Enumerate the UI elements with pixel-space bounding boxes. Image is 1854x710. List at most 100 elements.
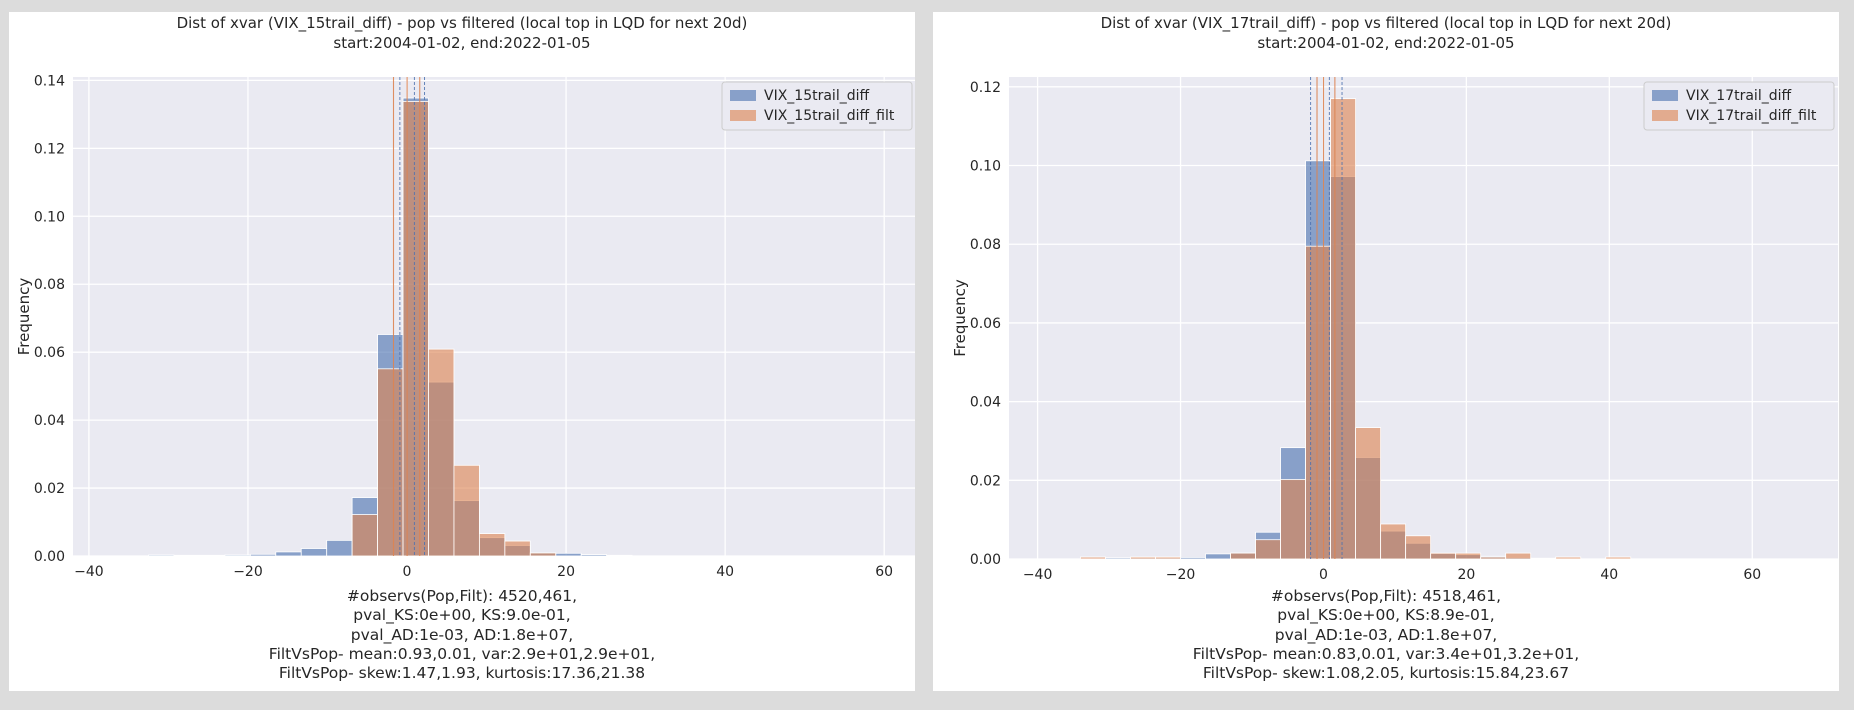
histogram-bar-filtered bbox=[1480, 556, 1507, 560]
stats-line: FiltVsPop- skew:1.47,1.93, kurtosis:17.3… bbox=[278, 664, 646, 683]
histogram-bar-population bbox=[224, 554, 251, 557]
histogram-bar-filtered bbox=[529, 552, 557, 557]
y-tick-label: 0.00 bbox=[970, 552, 1001, 568]
legend: VIX_17trail_diff VIX_17trail_diff_filt bbox=[1643, 81, 1835, 131]
chart-subtitle: start:2004-01-02, end:2022-01-05 bbox=[333, 34, 591, 52]
x-tick-label: 40 bbox=[716, 564, 734, 580]
histogram-bar-filtered bbox=[1130, 556, 1156, 560]
histogram-bar-population bbox=[1530, 557, 1557, 560]
legend-swatch-filtered bbox=[730, 110, 756, 121]
x-tick-label: −20 bbox=[1166, 567, 1196, 583]
chart-panel-right: Dist of xvar (VIX_17trail_diff) - pop vs… bbox=[933, 12, 1839, 691]
x-tick-label: 60 bbox=[1743, 567, 1761, 583]
histogram-bar-population bbox=[249, 553, 277, 557]
x-tick-label: 60 bbox=[875, 564, 893, 580]
histogram-bar-population bbox=[1205, 553, 1231, 560]
y-tick-label: 0.12 bbox=[970, 80, 1001, 96]
x-tick-label: 40 bbox=[1600, 567, 1618, 583]
y-tick-label: 0.06 bbox=[34, 345, 65, 361]
stats-line: pval_AD:1e-03, AD:1.8e+07, bbox=[1274, 625, 1498, 644]
plot-area bbox=[73, 77, 915, 556]
legend-label: VIX_17trail_diff_filt bbox=[1686, 108, 1817, 124]
stats-annotation: #observs(Pop,Filt): 4520,461, pval_KS:0e… bbox=[9, 587, 915, 683]
stats-line: FiltVsPop- mean:0.83,0.01, var:3.4e+01,3… bbox=[1192, 644, 1580, 663]
chart-title: Dist of xvar (VIX_17trail_diff) - pop vs… bbox=[1100, 14, 1672, 32]
histogram-bar-filtered bbox=[1455, 552, 1482, 560]
x-tick-label: −40 bbox=[74, 564, 104, 580]
histogram-bar-filtered bbox=[428, 348, 455, 557]
histogram-bar-population bbox=[606, 554, 633, 557]
y-tick-label: 0.02 bbox=[970, 473, 1001, 489]
histogram-bar-filtered bbox=[1505, 552, 1532, 560]
y-tick-label: 0.06 bbox=[970, 316, 1001, 332]
histogram-bar-filtered bbox=[1080, 556, 1106, 560]
y-tick-label: 0.02 bbox=[34, 481, 65, 497]
histogram-bar-filtered bbox=[351, 514, 378, 557]
histogram-bar-population bbox=[300, 548, 328, 557]
histogram-bar-filtered bbox=[453, 464, 480, 557]
legend-label: VIX_15trail_diff bbox=[764, 88, 869, 104]
histogram-bar-filtered bbox=[1355, 427, 1382, 560]
stats-line: #observs(Pop,Filt): 4518,461, bbox=[1270, 587, 1502, 605]
legend-box bbox=[1643, 81, 1835, 131]
y-tick-label: 0.04 bbox=[970, 395, 1001, 411]
histogram-bar-filtered bbox=[1380, 523, 1407, 560]
y-tick-label: 0.08 bbox=[970, 237, 1001, 253]
stats-annotation: #observs(Pop,Filt): 4518,461, pval_KS:0e… bbox=[933, 587, 1839, 683]
stats-line: #observs(Pop,Filt): 4520,461, bbox=[346, 587, 578, 605]
stats-line: pval_KS:0e+00, KS:8.9e-01, bbox=[1277, 606, 1495, 625]
histogram-bar-filtered bbox=[1255, 539, 1281, 560]
y-tick-label: 0.00 bbox=[34, 549, 65, 565]
legend-swatch-population bbox=[1652, 90, 1678, 101]
legend-label: VIX_15trail_diff_filt bbox=[764, 108, 895, 124]
histogram-bar-population bbox=[555, 552, 582, 557]
y-tick-label: 0.14 bbox=[34, 73, 65, 89]
y-tick-label: 0.04 bbox=[34, 413, 65, 429]
x-tick-label: −40 bbox=[1023, 567, 1053, 583]
legend-label: VIX_17trail_diff bbox=[1686, 88, 1791, 104]
x-tick-label: 0 bbox=[403, 564, 412, 580]
histogram-bar-population bbox=[199, 554, 226, 557]
plot-area bbox=[1009, 77, 1838, 559]
histogram-bar-population bbox=[1105, 557, 1131, 560]
histogram-bar-filtered bbox=[1305, 245, 1331, 560]
histogram-bar-filtered bbox=[1280, 479, 1306, 560]
histogram-bar-filtered bbox=[1430, 552, 1457, 560]
y-tick-label: 0.12 bbox=[34, 141, 65, 157]
chart-panel-left: Dist of xvar (VIX_15trail_diff) - pop vs… bbox=[9, 12, 915, 691]
histogram-bar-filtered bbox=[1155, 556, 1181, 560]
histogram-bar-population bbox=[275, 551, 302, 557]
x-tick-label: 0 bbox=[1319, 567, 1328, 583]
chart-title: Dist of xvar (VIX_15trail_diff) - pop vs… bbox=[176, 14, 748, 32]
histogram-bar-population bbox=[148, 554, 175, 557]
histogram-bar-population bbox=[580, 554, 608, 557]
y-tick-label: 0.10 bbox=[970, 159, 1001, 175]
y-axis-label: Frequency bbox=[15, 278, 33, 356]
stats-line: pval_KS:0e+00, KS:9.0e-01, bbox=[353, 606, 571, 625]
stats-line: pval_AD:1e-03, AD:1.8e+07, bbox=[350, 625, 574, 644]
stats-line: FiltVsPop- mean:0.93,0.01, var:2.9e+01,2… bbox=[268, 644, 656, 663]
histogram-bar-filtered bbox=[1405, 535, 1432, 560]
legend-swatch-filtered bbox=[1652, 110, 1678, 121]
histogram-plot: −40 −20 0 20 40 60 0.00 0.02 0.04 0.06 0.08 0.10 0.1… bbox=[15, 73, 915, 580]
legend: VIX_15trail_diff VIX_15trail_diff_filt bbox=[721, 81, 913, 131]
x-tick-label: −20 bbox=[233, 564, 263, 580]
y-tick-label: 0.10 bbox=[34, 209, 65, 225]
histogram-bar-filtered bbox=[377, 368, 404, 557]
histogram-bar-population bbox=[173, 554, 200, 557]
legend-swatch-population bbox=[730, 90, 756, 101]
histogram-bar-filtered bbox=[1555, 556, 1582, 560]
histogram-bar-filtered bbox=[478, 533, 506, 557]
legend-box bbox=[721, 81, 913, 131]
y-axis-label: Frequency bbox=[951, 279, 969, 357]
histogram-bar-filtered bbox=[504, 540, 531, 557]
histogram-bar-population bbox=[1180, 557, 1206, 560]
x-tick-label: 20 bbox=[1457, 567, 1475, 583]
histogram-plot: −40 −20 0 20 40 60 0.00 0.02 0.04 0.06 0.08 0.10 0.1… bbox=[951, 77, 1838, 583]
histogram-bar-population bbox=[326, 539, 353, 557]
histogram-bar-filtered bbox=[1230, 552, 1256, 560]
x-tick-label: 20 bbox=[557, 564, 575, 580]
y-tick-label: 0.08 bbox=[34, 277, 65, 293]
chart-subtitle: start:2004-01-02, end:2022-01-05 bbox=[1257, 34, 1515, 52]
histogram-bar-filtered bbox=[1605, 556, 1632, 560]
